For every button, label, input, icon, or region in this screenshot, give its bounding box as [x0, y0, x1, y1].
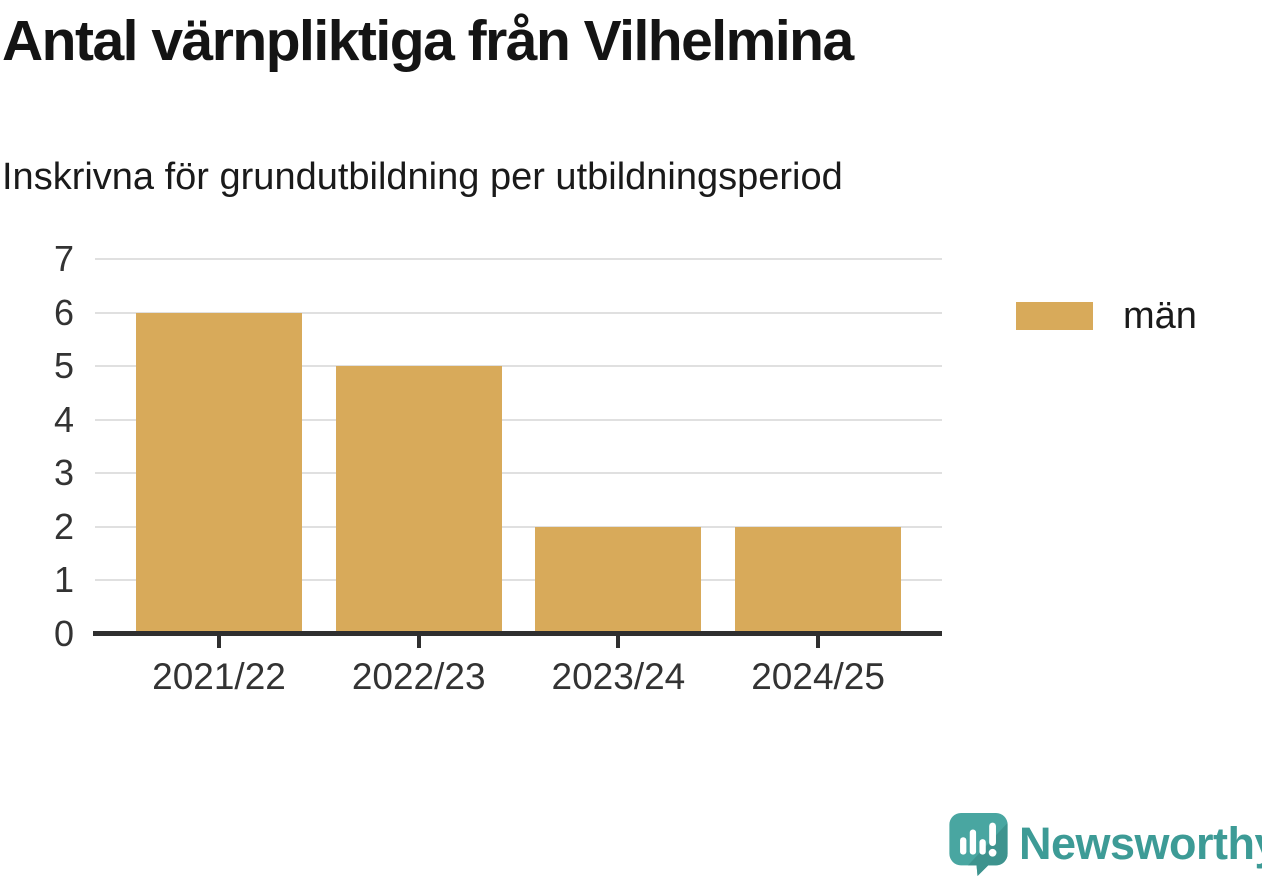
legend: män [1016, 296, 1197, 336]
chart-subtitle: Inskrivna för grundutbildning per utbild… [2, 156, 843, 198]
y-tick-label-4: 4 [53, 398, 74, 440]
gridline-7 [95, 258, 942, 260]
x-tick-label-2024-25: 2024/25 [751, 656, 885, 697]
x-tick-label-2022-23: 2022/23 [351, 656, 486, 697]
gridline-5 [95, 365, 942, 368]
legend-label-man: män [1123, 295, 1197, 337]
x-tick-2022-23 [416, 634, 421, 648]
y-tick-label-7: 7 [53, 238, 74, 279]
bar-2022-23 [335, 366, 502, 634]
x-axis-labels: 2021/22 2022/23 2023/24 2024/25 [93, 656, 942, 704]
y-tick-label-6: 6 [53, 291, 74, 333]
bar-2024-25 [735, 526, 902, 634]
bar-2023-24 [535, 526, 702, 634]
plot-area [93, 258, 942, 648]
branding-name: Newsworthy [1019, 818, 1262, 869]
chart-title: Antal värnpliktiga från Vilhelmina [2, 9, 854, 73]
x-axis-line [93, 631, 942, 636]
x-tick-2021-22 [217, 634, 221, 648]
x-tick-2023-24 [616, 634, 621, 648]
gridline-6 [95, 311, 942, 314]
y-axis-labels: 0 1 2 3 4 5 6 7 [0, 238, 74, 654]
y-tick-label-5: 5 [53, 345, 74, 387]
gridline-3 [95, 472, 942, 475]
x-tick-label-2021-22: 2021/22 [152, 656, 286, 697]
y-tick-label-1: 1 [53, 559, 74, 601]
y-tick-label-0: 0 [53, 613, 74, 654]
x-tick-label-2023-24: 2023/24 [551, 656, 686, 697]
gridline-4 [95, 418, 942, 421]
branding: Newsworthy [947, 811, 1262, 877]
legend-swatch-man [1016, 302, 1093, 330]
bar-2021-22 [136, 312, 302, 634]
y-tick-label-2: 2 [53, 505, 74, 547]
gridline-2 [95, 525, 942, 528]
x-tick-2024-25 [816, 634, 821, 648]
y-tick-label-3: 3 [53, 452, 74, 494]
gridline-1 [95, 579, 942, 582]
newsworthy-logo-icon [949, 812, 1008, 877]
